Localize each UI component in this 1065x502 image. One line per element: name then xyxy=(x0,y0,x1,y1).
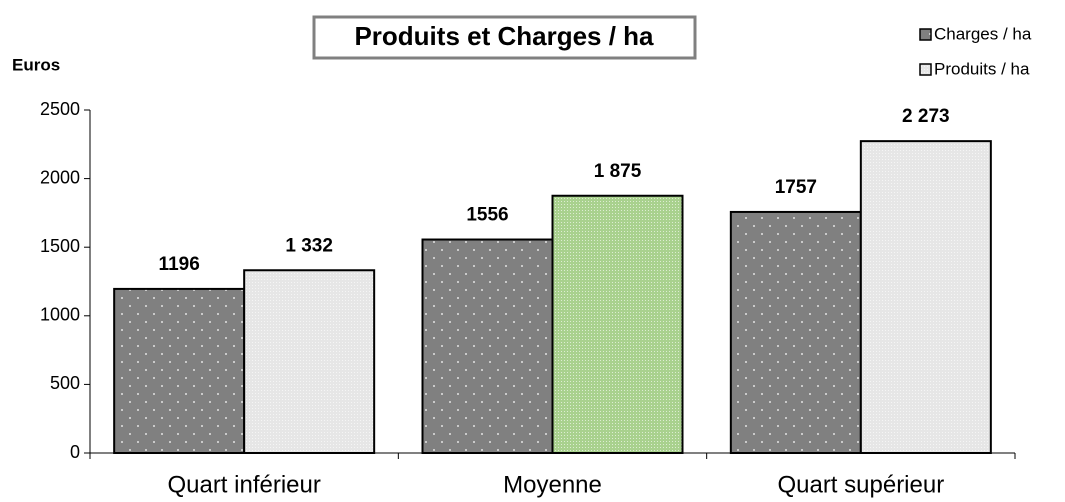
legend-swatch xyxy=(919,28,932,41)
chart-title: Produits et Charges / ha xyxy=(354,21,654,51)
x-tick-label: Moyenne xyxy=(503,471,602,498)
legend-label: Produits / ha xyxy=(934,59,1030,78)
y-tick-label: 500 xyxy=(50,373,80,393)
title-box xyxy=(312,15,697,60)
y-tick-label: 1000 xyxy=(40,305,80,325)
data-label: 1196 xyxy=(159,254,200,275)
data-label: 1 875 xyxy=(594,161,642,182)
legend-swatch xyxy=(919,63,932,76)
data-label: 1556 xyxy=(466,205,508,226)
data-label: 1 332 xyxy=(285,235,333,256)
y-tick-label: 2500 xyxy=(40,99,80,119)
bar xyxy=(859,140,992,454)
x-tick-label: Quart supérieur xyxy=(777,471,944,498)
bar xyxy=(113,287,246,455)
bar xyxy=(729,210,862,454)
y-tick-label: 2000 xyxy=(40,167,80,187)
x-tick-label: Quart inférieur xyxy=(167,471,320,498)
y-tick-label: 1500 xyxy=(40,236,80,256)
data-label: 1757 xyxy=(775,177,817,198)
y-axis-label: Euros xyxy=(12,55,60,74)
data-label: 2 273 xyxy=(902,106,950,127)
bar xyxy=(243,269,376,454)
bar xyxy=(421,238,554,454)
y-tick-label: 0 xyxy=(70,442,80,462)
bar xyxy=(551,194,684,454)
legend-label: Charges / ha xyxy=(934,24,1032,43)
